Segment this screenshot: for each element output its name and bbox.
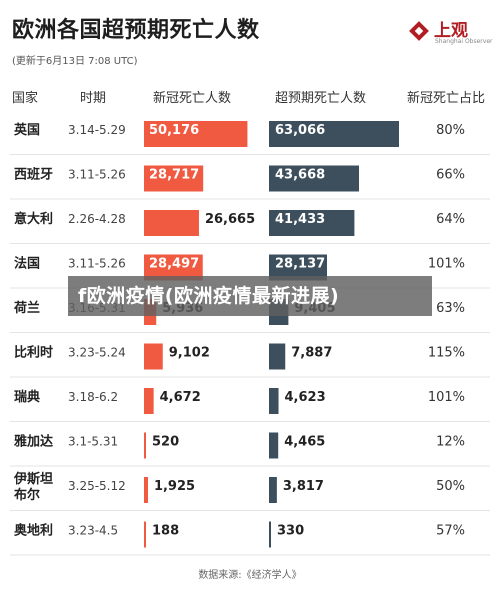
covid-value-label: 1,925	[154, 479, 195, 494]
covid-share-label: 57%	[436, 524, 465, 539]
covid-share-label: 66%	[436, 168, 465, 183]
caption-overlay	[68, 276, 432, 316]
country-label: 奥地利	[14, 523, 53, 539]
excess-bar	[269, 165, 360, 192]
covid-value-label: 9,102	[169, 346, 210, 361]
data-source: 数据来源:《经济学人》	[198, 570, 302, 581]
excess-bar	[269, 210, 355, 236]
covid-value-label: 50,176	[149, 123, 199, 138]
covid-bar	[144, 343, 163, 370]
covid-bar	[144, 388, 154, 414]
excess-value-label: 28,137	[275, 257, 325, 272]
excess-bar	[269, 121, 399, 147]
covid-share-label: 101%	[428, 257, 465, 272]
covid-value-label: 26,665	[205, 212, 255, 227]
covid-value-label: 4,672	[160, 390, 201, 405]
period-label: 3.23-5.24	[68, 346, 126, 360]
covid-share-label: 115%	[428, 346, 465, 361]
excess-bar	[269, 477, 277, 503]
excess-value-label: 41,433	[275, 212, 325, 227]
excess-bar	[269, 343, 286, 370]
period-label: 3.1-5.31	[68, 435, 118, 449]
country-label: 荷兰	[13, 300, 40, 316]
header-country: 国家	[12, 91, 39, 106]
country-label: 英国	[13, 122, 40, 138]
period-label: 3.25-5.12	[68, 479, 126, 493]
excess-value-label: 4,623	[285, 390, 326, 405]
period-label: 3.23-4.5	[68, 524, 118, 538]
covid-bar	[144, 121, 248, 147]
header-period: 时期	[80, 91, 107, 106]
country-label: 西班牙	[14, 167, 53, 183]
excess-value-label: 330	[277, 524, 304, 539]
covid-value-label: 188	[152, 524, 179, 539]
logo-subtext: Shanghai Observer	[435, 38, 493, 45]
covid-share-label: 80%	[436, 123, 465, 138]
country-label: 比利时	[14, 345, 53, 361]
chart-subtitle: (更新于6月13日 7:08 UTC)	[12, 56, 138, 67]
country-label: 瑞典	[14, 389, 40, 405]
excess-value-label: 4,465	[284, 435, 325, 450]
logo-text: 上观	[434, 21, 468, 41]
period-label: 2.26-4.28	[68, 212, 126, 226]
country-label: 意大利	[14, 211, 53, 227]
covid-bar	[144, 210, 199, 236]
excess-value-label: 63,066	[275, 123, 325, 138]
excess-value-label: 43,668	[275, 168, 325, 183]
covid-value-label: 520	[152, 435, 179, 450]
period-label: 3.11-5.26	[68, 257, 126, 271]
covid-share-label: 64%	[436, 212, 465, 227]
covid-bar	[144, 165, 204, 192]
excess-bar	[269, 388, 279, 414]
chart: 英国 3.14-5.29 50,176 63,066 80% 西班牙 3.11-5.26 28…	[10, 121, 490, 556]
period-label: 3.14-5.29	[68, 123, 126, 137]
covid-value-label: 28,497	[149, 257, 199, 272]
covid-bar	[144, 432, 146, 459]
chart-title: 欧洲各国超预期死亡人数	[12, 18, 260, 43]
covid-bar	[144, 477, 148, 503]
logo-icon	[409, 21, 429, 41]
covid-share-label: 50%	[436, 479, 465, 494]
header-excess-deaths: 超预期死亡人数	[275, 91, 367, 106]
header-covid-share: 新冠死亡占比	[407, 91, 486, 106]
period-label: 3.18-6.2	[68, 390, 118, 404]
logo: 上观 Shanghai Observer	[408, 16, 493, 50]
excess-value-label: 7,887	[291, 346, 332, 361]
covid-value-label: 28,717	[149, 168, 199, 183]
period-label: 3.11-5.26	[68, 168, 126, 182]
excess-value-label: 3,817	[283, 479, 324, 494]
excess-bar	[269, 521, 271, 548]
covid-share-label: 101%	[428, 390, 465, 405]
covid-share-label: 63%	[436, 301, 465, 316]
covid-bar	[144, 521, 146, 548]
caption-overlay-text: f欧洲疫情(欧洲疫情最新进展)	[78, 285, 340, 307]
country-label: 布尔	[14, 487, 40, 503]
covid-share-label: 12%	[436, 435, 465, 450]
country-label: 法国	[14, 256, 40, 272]
country-label: 伊斯坦	[13, 471, 53, 487]
country-label: 雅加达	[14, 434, 53, 450]
header-covid-deaths: 新冠死亡人数	[153, 91, 232, 106]
excess-bar	[269, 432, 279, 459]
